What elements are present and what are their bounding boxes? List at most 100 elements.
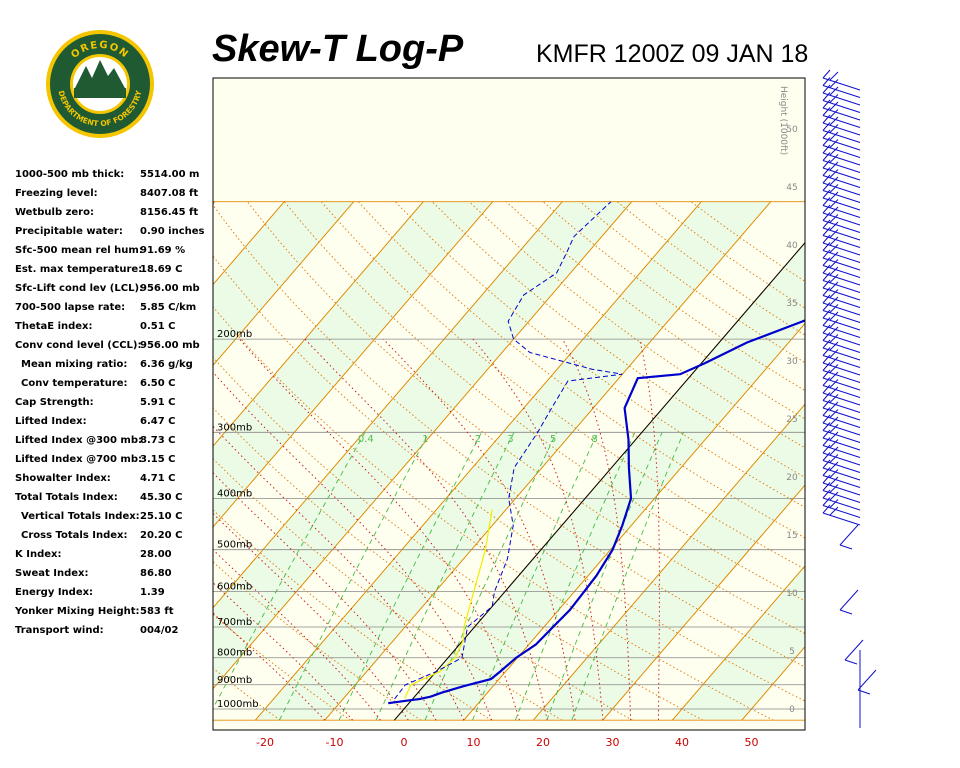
stat-value: 25.10 C xyxy=(140,511,183,522)
stat-label: Total Totals Index: xyxy=(15,492,118,503)
temperature-tick-labels: -20 -10 0 10 20 30 40 50 xyxy=(256,736,758,749)
wind-barb xyxy=(822,392,861,413)
zero-isotherm xyxy=(393,241,805,721)
stat-value: 28.00 xyxy=(140,549,172,560)
pressure-label: 200mb xyxy=(217,329,252,340)
stat-label: Sfc-500 mean rel hum: xyxy=(15,245,143,256)
wind-barb xyxy=(822,219,861,241)
wind-barb xyxy=(822,84,861,106)
dry-adiabat xyxy=(213,667,281,721)
mixing-ratio-label: 5 xyxy=(550,434,556,445)
wind-barb xyxy=(822,437,861,458)
height-tick-label: 25 xyxy=(786,415,797,425)
wind-barb xyxy=(822,287,861,308)
wind-barb xyxy=(822,204,861,226)
wind-barb xyxy=(822,407,861,428)
stat-label: Wetbulb zero: xyxy=(15,207,94,218)
mixing-ratio-line xyxy=(546,432,663,721)
wind-barb xyxy=(822,92,861,113)
isotherm-band xyxy=(601,484,805,721)
wind-barb xyxy=(822,279,861,301)
wind-barb xyxy=(839,524,859,550)
stat-value: 0.90 inches xyxy=(140,226,205,237)
wind-barb xyxy=(822,489,861,511)
stat-label: Transport wind: xyxy=(15,625,104,636)
mixing-ratio-label: 3 xyxy=(507,434,513,445)
dry-adiabat xyxy=(213,509,492,721)
moist-adiabat xyxy=(213,371,493,721)
temperature-tick-label: 50 xyxy=(745,736,759,749)
moist-adiabat xyxy=(213,512,409,721)
parcel-line xyxy=(404,509,493,699)
mixing-ratio-line xyxy=(375,432,515,721)
stat-label: Lifted Index: xyxy=(15,416,87,427)
temperature-tick-label: -20 xyxy=(256,736,274,749)
dry-adiabat xyxy=(213,561,422,721)
stat-label: Conv cond level (CCL): xyxy=(15,340,142,351)
mixing-ratio-label: 2 xyxy=(475,434,481,445)
stat-value: 1.39 xyxy=(140,587,165,598)
height-tick-label: 20 xyxy=(786,473,798,483)
wind-barb xyxy=(822,129,861,151)
wind-barb xyxy=(822,174,861,196)
wind-barb xyxy=(822,227,861,248)
wind-barb xyxy=(822,107,861,128)
wind-barb xyxy=(822,452,861,473)
temperature-trace xyxy=(388,319,805,705)
wind-barb xyxy=(822,152,861,173)
wind-barb xyxy=(822,122,861,143)
height-tick-label: 10 xyxy=(786,589,798,599)
stat-label: 700-500 lapse rate: xyxy=(15,302,126,313)
wind-barb xyxy=(822,459,861,481)
mixing-ratio-line xyxy=(514,432,636,721)
stat-label: Cross Totals Index: xyxy=(21,530,128,541)
moist-adiabats xyxy=(213,338,660,721)
wind-barb xyxy=(822,414,861,436)
mixing-ratio-label: 1 xyxy=(422,434,428,445)
stat-label: Lifted Index @700 mb: xyxy=(15,454,142,465)
stat-value: 6.47 C xyxy=(140,416,176,427)
wind-barb xyxy=(822,249,861,271)
isotherm-band xyxy=(532,403,805,721)
stat-value: 45.30 C xyxy=(140,492,183,503)
wind-barb xyxy=(822,467,861,488)
mixing-ratio-line xyxy=(338,432,482,721)
wind-barb xyxy=(822,384,861,406)
temperature-bands xyxy=(0,201,805,721)
wind-barb xyxy=(822,257,861,278)
stat-value: 86.80 xyxy=(140,568,172,579)
height-tick-label: 45 xyxy=(786,183,797,193)
temperature-tick-label: 10 xyxy=(467,736,481,749)
height-tick-label: 30 xyxy=(786,357,798,367)
height-axis-title: Height (1000ft) xyxy=(778,86,788,155)
wind-barb xyxy=(822,167,861,188)
wind-barb xyxy=(822,354,861,376)
wind-barb xyxy=(822,429,861,451)
stat-label: Cap Strength: xyxy=(15,397,94,408)
wind-barb xyxy=(822,497,861,518)
dewpoint-trace xyxy=(394,201,623,700)
stat-label: Precipitable water: xyxy=(15,226,123,237)
wind-barb xyxy=(822,474,861,496)
pressure-label: 600mb xyxy=(217,582,252,593)
isotherm-band xyxy=(0,202,6,721)
dry-adiabat xyxy=(468,201,805,449)
stat-value: 5.91 C xyxy=(140,397,176,408)
stat-label: Est. max temperature: xyxy=(15,264,143,275)
isobar-grid xyxy=(213,338,805,710)
height-tick-label: 50 xyxy=(786,125,798,135)
wind-barb xyxy=(822,347,861,368)
zero-isotherm-line xyxy=(393,241,805,721)
wind-barb xyxy=(822,99,861,121)
wind-barb xyxy=(822,242,861,263)
wind-barb xyxy=(822,272,861,293)
temperature-tick-label: 40 xyxy=(675,736,689,749)
wind-barb xyxy=(822,234,861,256)
height-tick-label: 15 xyxy=(786,531,797,541)
mixing-ratio-label: 8 xyxy=(591,434,597,445)
temperature-tick-label: -10 xyxy=(326,736,344,749)
wind-barb xyxy=(822,369,861,391)
wind-barb xyxy=(822,212,861,233)
pressure-label: 800mb xyxy=(217,648,252,659)
